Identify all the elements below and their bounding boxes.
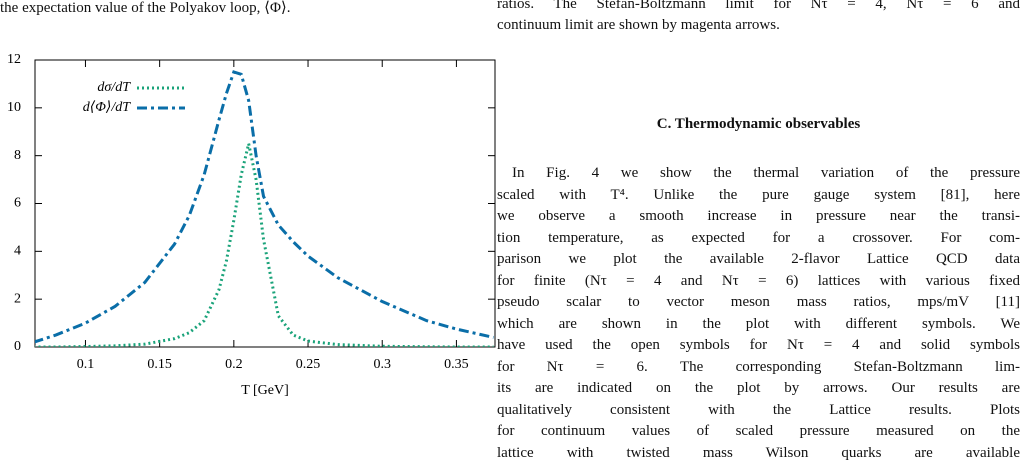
x-tick-label: 0.15 — [147, 357, 172, 372]
x-tick-label: 0.25 — [296, 357, 321, 372]
x-tick-label: 0.35 — [444, 357, 469, 372]
series-line — [35, 70, 494, 344]
paragraph-line: for continuum values of scaled pressure … — [497, 423, 1020, 439]
paragraph-line: which are shown in the plot with differe… — [497, 315, 1020, 332]
paragraph-line: pseudo scalar to vector meson mass ratio… — [497, 294, 1020, 310]
text-line: continuum limit are shown by magenta arr… — [497, 17, 780, 33]
x-tick-label: 0.1 — [77, 357, 95, 372]
series-line — [35, 143, 494, 347]
y-tick-label: 8 — [14, 148, 21, 163]
paragraph-line: scaled with T⁴. Unlike the pure gauge sy… — [497, 186, 1020, 203]
text-line: ratios. The Stefan-Boltzmann limit for N… — [497, 0, 1020, 12]
paragraph-line: have used the open symbols for Nτ = 4 an… — [497, 337, 1020, 353]
y-tick-label: 12 — [7, 52, 21, 67]
paragraph-line: for finite (Nτ = 4 and Nτ = 6) lattices … — [497, 272, 1020, 289]
paragraph-line: tion temperature, as expected for a cros… — [497, 229, 1020, 246]
paragraph-line: we observe a smooth increase in pressure… — [497, 208, 1020, 224]
chart: 0 2 4 6 8 10 12 0.1 0.15 0.2 0.25 0.3 0.35 T [GeV] dσ/… — [7, 52, 496, 398]
x-axis-label: T [GeV] — [241, 383, 289, 398]
paragraph-line: parison we plot the available 2-flavor L… — [497, 251, 1020, 267]
paragraph-line: qualitatively consistent with the Lattic… — [497, 401, 1020, 418]
left-text: the expectation value of the Polyakov lo… — [0, 0, 291, 16]
paragraph-line: In Fig. 4 we show the thermal variation … — [512, 165, 1020, 181]
legend-label: dσ/dT — [97, 80, 131, 95]
x-tick-label: 0.3 — [373, 357, 391, 372]
y-tick-label: 4 — [14, 244, 21, 259]
paragraph-line: for Nτ = 6. The corresponding Stefan-Bol… — [497, 358, 1020, 375]
x-tick-label: 0.2 — [225, 357, 243, 372]
y-tick-label: 6 — [14, 196, 21, 211]
paragraph-line: its are indicated on the plot by arrows.… — [497, 380, 1020, 396]
section-heading: C. Thermodynamic observables — [656, 116, 861, 132]
legend-label: d⟨Φ⟩/dT — [83, 100, 131, 115]
y-tick-label: 2 — [14, 291, 21, 306]
y-tick-label: 0 — [14, 339, 21, 354]
paragraph-line: lattice with twisted mass Wilson quarks … — [497, 444, 1020, 461]
y-tick-label: 10 — [7, 100, 21, 115]
